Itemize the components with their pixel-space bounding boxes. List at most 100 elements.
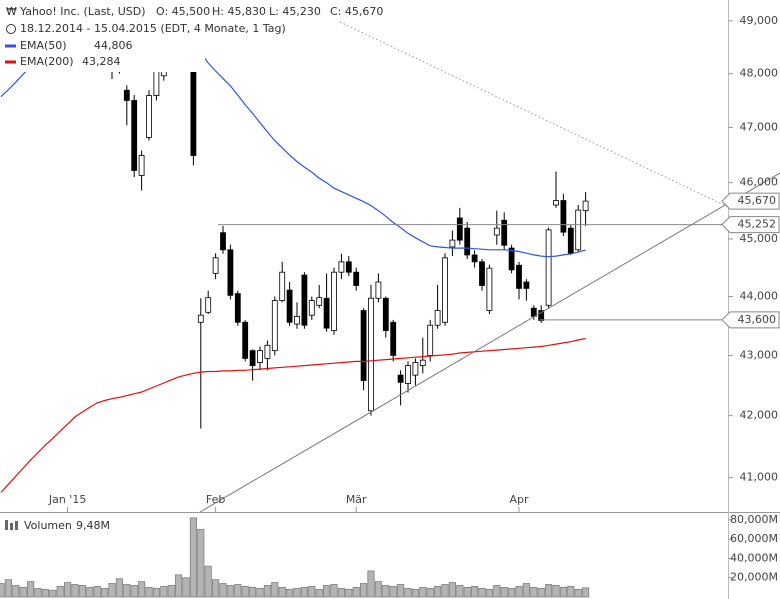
- volume-bar: [352, 586, 360, 598]
- candle-body: [530, 307, 537, 317]
- y-tick-label: 41,000: [740, 470, 779, 483]
- volume-icon: [5, 520, 8, 530]
- candle-body: [471, 254, 478, 263]
- candle-body: [508, 247, 515, 271]
- x-tick-label: Mär: [346, 493, 367, 506]
- candle-body: [427, 324, 434, 356]
- volume-bar: [27, 581, 35, 598]
- volume-bar: [41, 588, 49, 598]
- volume-bar: [530, 586, 538, 598]
- candle-body: [264, 344, 271, 359]
- volume-bar: [71, 584, 79, 598]
- y-tick-label: 46,000: [740, 176, 779, 189]
- volume-bar: [234, 584, 242, 598]
- ohlc-open: O: 45,500: [156, 5, 210, 18]
- volume-bar: [434, 586, 442, 598]
- candle-body: [567, 227, 574, 254]
- volume-bar: [508, 587, 516, 598]
- candle-body: [227, 249, 234, 296]
- volume-bar: [34, 587, 42, 598]
- candle-body: [360, 310, 367, 381]
- volume-bar: [367, 570, 375, 598]
- x-tick-label: Feb: [206, 493, 225, 506]
- volume-bar: [426, 587, 434, 598]
- candle-body: [479, 261, 485, 286]
- volume-bar: [471, 586, 479, 598]
- ema-line: [0, 337, 586, 493]
- icon: ₩: [6, 5, 17, 18]
- volume-bar: [101, 587, 109, 598]
- candle-body: [190, 0, 197, 156]
- price-tag: [721, 216, 780, 234]
- volume-bar: [330, 584, 338, 598]
- volume-bar: [108, 583, 116, 598]
- volume-bar: [123, 584, 131, 598]
- candle-body: [493, 227, 500, 236]
- y-tick-label: 60,000M: [730, 532, 778, 545]
- legend-name: EMA(200): [20, 55, 74, 68]
- x-tick-label: Jan '15: [48, 493, 86, 506]
- candle-body: [353, 271, 360, 286]
- candle-body: [123, 89, 130, 101]
- candle-body: [205, 297, 212, 313]
- volume-bar: [493, 585, 501, 598]
- volume-bar: [500, 586, 508, 598]
- volume-bar: [189, 517, 197, 598]
- price-tag-label: 45,252: [738, 218, 777, 231]
- candle-body: [449, 239, 456, 248]
- price-tag-label: 43,600: [738, 313, 777, 326]
- candle-body: [382, 297, 389, 331]
- volume-bar: [545, 584, 553, 598]
- volume-bar: [582, 587, 590, 598]
- candle-body: [397, 374, 404, 383]
- candle-body: [242, 321, 249, 359]
- candle-body: [545, 229, 552, 306]
- candle-body: [456, 217, 463, 241]
- volume-bar: [404, 587, 412, 598]
- volume-bar: [448, 582, 456, 598]
- candle-body: [308, 300, 315, 316]
- candle-body: [560, 200, 567, 233]
- volume-bar: [567, 586, 575, 598]
- volume-bar: [160, 586, 168, 598]
- volume-bar: [241, 586, 249, 598]
- candle-body: [146, 95, 152, 138]
- price-tag: [721, 311, 780, 329]
- candle-body: [234, 293, 241, 323]
- volume-bar: [286, 588, 294, 598]
- legend-value: 43,284: [82, 55, 121, 68]
- volume-bar: [515, 586, 523, 598]
- volume-bar: [78, 585, 86, 598]
- candle-body: [523, 281, 530, 289]
- candle-body: [345, 261, 352, 273]
- candle-body: [419, 359, 426, 366]
- volume-bar: [4, 579, 12, 598]
- volume-bar: [441, 584, 449, 598]
- volume-icon: [10, 523, 13, 530]
- volume-bar: [130, 585, 138, 598]
- volume-bar: [360, 583, 368, 598]
- volume-bar: [337, 587, 345, 598]
- candle-body: [197, 314, 204, 323]
- chart-title: Yahoo! Inc. (Last, USD): [19, 5, 146, 18]
- candle-body: [294, 315, 300, 325]
- volume-bar: [167, 585, 175, 598]
- volume-bar: [522, 583, 530, 598]
- y-tick-label: 44,000: [740, 290, 779, 303]
- candle-body: [131, 100, 138, 171]
- volume-bar: [249, 586, 257, 598]
- y-tick-label: 45,000: [740, 232, 779, 245]
- legend-value: 44,806: [94, 39, 133, 52]
- volume-icon: [15, 521, 18, 530]
- volume-bar: [397, 584, 405, 598]
- volume-bar: [308, 586, 316, 598]
- volume-bar: [293, 587, 301, 598]
- volume-bar: [552, 585, 560, 598]
- y-tick-label: 40,000M: [730, 551, 778, 564]
- candle-body: [582, 200, 589, 212]
- candle-body: [442, 257, 448, 323]
- volume-bar: [271, 582, 279, 598]
- candle-body: [323, 297, 330, 329]
